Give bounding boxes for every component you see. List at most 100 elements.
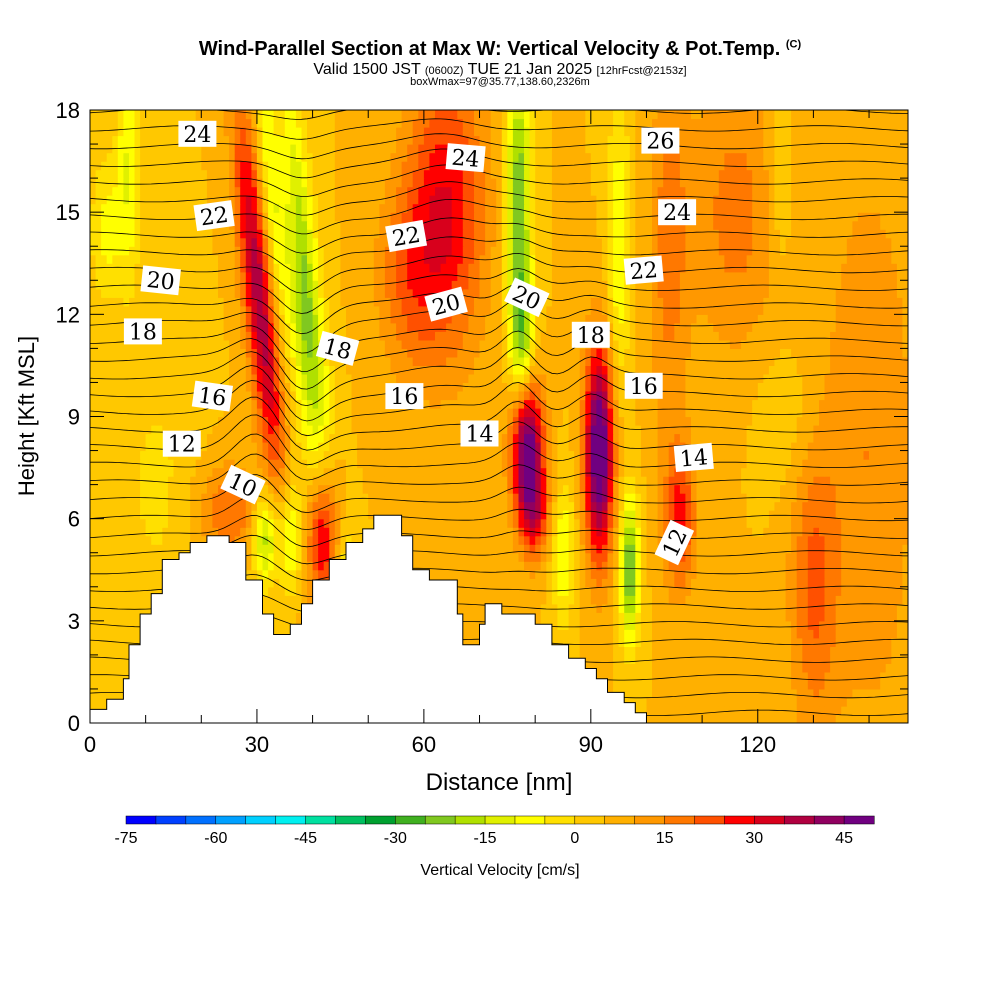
w-cell (295, 493, 303, 503)
w-cell (896, 450, 904, 460)
w-cell (729, 578, 737, 588)
w-cell (106, 467, 113, 477)
w-cell (885, 578, 892, 588)
w-cell (691, 646, 698, 656)
w-cell (763, 535, 770, 545)
w-cell (95, 688, 102, 698)
w-cell (435, 518, 442, 528)
w-cell (307, 501, 314, 511)
w-cell (240, 501, 247, 511)
w-cell (407, 501, 414, 511)
w-cell (507, 433, 514, 443)
w-cell (574, 578, 581, 588)
w-cell (568, 561, 575, 571)
w-cell (123, 569, 130, 579)
w-cell (607, 442, 614, 452)
w-cell (201, 442, 208, 452)
w-cell (607, 527, 614, 537)
w-cell (896, 680, 904, 690)
w-cell (423, 561, 431, 571)
w-cell (796, 467, 803, 477)
w-cell (735, 646, 742, 656)
w-cell (557, 561, 564, 571)
w-cell (468, 442, 475, 452)
w-cell (340, 535, 347, 545)
w-cell (852, 688, 859, 698)
w-cell (657, 484, 664, 494)
w-cell (290, 535, 297, 545)
w-cell (212, 433, 219, 443)
w-cell (885, 612, 892, 622)
w-cell (95, 450, 102, 460)
w-cell (501, 518, 508, 528)
w-cell (140, 518, 147, 528)
w-cell (251, 527, 258, 537)
w-cell (529, 493, 536, 503)
w-cell (284, 612, 291, 622)
w-cell (474, 510, 481, 520)
w-cell (535, 484, 542, 494)
w-cell (785, 680, 792, 690)
w-cell (613, 578, 620, 588)
w-cell (746, 680, 753, 690)
w-cell (785, 510, 792, 520)
w-cell (780, 484, 787, 494)
w-cell (652, 646, 659, 656)
w-cell (485, 578, 492, 588)
w-cell (301, 484, 308, 494)
w-cell (763, 467, 770, 477)
w-cell (629, 527, 636, 537)
w-cell (418, 501, 425, 511)
w-cell (601, 484, 609, 494)
w-cell (707, 561, 714, 571)
w-cell (179, 476, 186, 486)
w-cell (423, 476, 431, 486)
w-cell (724, 595, 731, 605)
w-cell (668, 671, 675, 681)
w-cell (485, 552, 492, 562)
w-cell (524, 569, 531, 579)
w-cell (668, 476, 675, 486)
w-cell (724, 433, 731, 443)
w-cell (635, 484, 642, 494)
w-cell (841, 518, 848, 528)
w-cell (295, 484, 303, 494)
w-cell (802, 484, 809, 494)
w-cell (396, 476, 403, 486)
w-cell (457, 595, 464, 605)
w-cell (268, 603, 275, 613)
w-cell (874, 552, 881, 562)
w-cell (140, 527, 147, 537)
w-cell (635, 612, 642, 622)
w-cell (106, 595, 113, 605)
w-cell (718, 535, 725, 545)
w-cell (902, 697, 908, 707)
w-cell (618, 654, 625, 664)
w-cell (702, 671, 709, 681)
w-cell (112, 569, 119, 579)
w-cell (768, 459, 776, 469)
w-cell (713, 586, 720, 596)
w-cell (256, 501, 264, 511)
w-cell (601, 603, 609, 613)
w-cell (201, 527, 208, 537)
w-cell (585, 612, 592, 622)
w-cell (229, 535, 236, 545)
w-cell (418, 459, 425, 469)
w-cell (635, 697, 642, 707)
w-cell (674, 595, 681, 605)
w-cell (896, 535, 904, 545)
w-cell (468, 476, 475, 486)
w-cell (151, 518, 158, 528)
w-cell (674, 476, 681, 486)
w-cell (674, 663, 681, 673)
w-cell (129, 552, 136, 562)
w-cell (674, 510, 681, 520)
w-cell (518, 484, 525, 494)
w-cell (323, 561, 330, 571)
w-cell (624, 663, 631, 673)
w-cell (451, 484, 458, 494)
w-cell (657, 680, 664, 690)
w-cell (863, 680, 870, 690)
w-cell (346, 459, 353, 469)
